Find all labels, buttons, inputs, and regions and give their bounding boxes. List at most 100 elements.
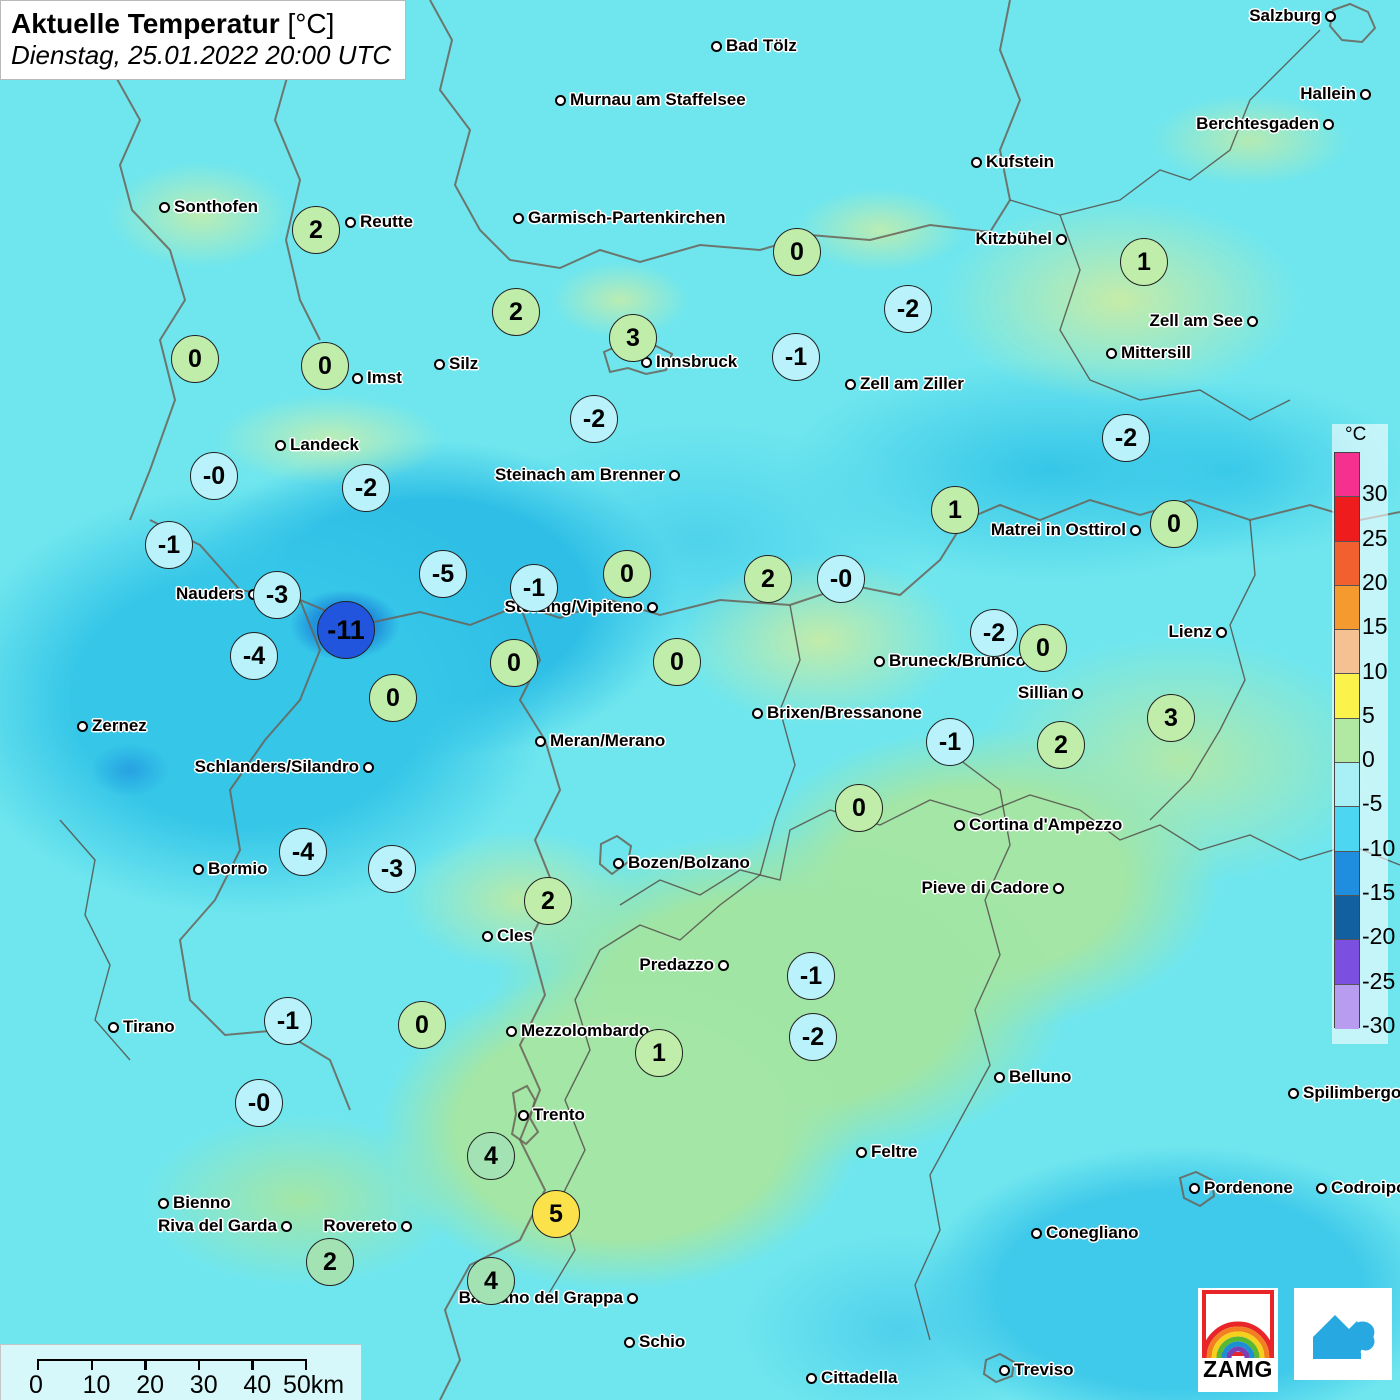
- city-dot-icon: [1031, 1227, 1042, 1239]
- title-timestamp: Dienstag, 25.01.2022 20:00 UTC: [11, 40, 392, 71]
- station-temperature-bubble[interactable]: 1: [635, 1029, 683, 1077]
- station-temperature-bubble[interactable]: -1: [787, 952, 835, 1000]
- station-temperature-bubble[interactable]: 0: [653, 638, 701, 686]
- legend-tick-label: 5: [1362, 701, 1375, 728]
- title-unit: [°C]: [287, 8, 335, 39]
- legend-tick-label: -15: [1362, 879, 1396, 906]
- city-dot-icon: [806, 1372, 817, 1384]
- city-label: Hallein: [1300, 84, 1356, 103]
- station-temperature-bubble[interactable]: 0: [301, 342, 349, 390]
- station-temperature-bubble[interactable]: 0: [369, 674, 417, 722]
- station-temperature-bubble[interactable]: 1: [931, 486, 979, 534]
- city-label: Zell am See: [1149, 311, 1243, 330]
- city-dot-icon: [193, 863, 204, 875]
- city-label: Nauders: [175, 584, 244, 603]
- city-label: Pordenone: [1204, 1178, 1293, 1197]
- city-marker: Berchtesgaden: [1196, 114, 1334, 134]
- city-dot-icon: [1130, 524, 1141, 536]
- scale-tick: [37, 1359, 40, 1370]
- station-temperature-bubble[interactable]: 0: [171, 335, 219, 383]
- station-temperature-bubble[interactable]: 0: [1150, 500, 1198, 548]
- city-label: Mezzolombardo: [521, 1021, 650, 1040]
- station-temperature-bubble[interactable]: 2: [744, 555, 792, 603]
- city-dot-icon: [281, 1220, 292, 1232]
- station-temperature-bubble[interactable]: -2: [1102, 414, 1150, 462]
- city-label: Cles: [497, 926, 533, 945]
- city-dot-icon: [1072, 687, 1083, 699]
- city-marker: Sillian: [1018, 683, 1083, 703]
- station-temperature-bubble[interactable]: -2: [342, 464, 390, 512]
- city-dot-icon: [856, 1146, 867, 1158]
- station-temperature-bubble[interactable]: -2: [789, 1013, 837, 1061]
- city-marker: Mittersill: [1106, 343, 1191, 363]
- city-label: Sonthofen: [174, 197, 259, 216]
- station-temperature-bubble[interactable]: -1: [510, 564, 558, 612]
- city-label: Matrei in Osttirol: [990, 520, 1126, 539]
- station-temperature-bubble[interactable]: -5: [419, 550, 467, 598]
- station-temperature-bubble[interactable]: 0: [603, 550, 651, 598]
- city-dot-icon: [874, 655, 885, 667]
- station-temperature-bubble[interactable]: 0: [490, 639, 538, 687]
- station-temperature-bubble[interactable]: 0: [773, 228, 821, 276]
- city-marker: Salzburg: [1249, 6, 1336, 26]
- city-marker: Codroipo: [1316, 1178, 1400, 1198]
- city-dot-icon: [711, 40, 722, 52]
- city-dot-icon: [1325, 10, 1336, 22]
- legend-tick-label: 10: [1362, 657, 1388, 684]
- station-temperature-bubble[interactable]: 4: [467, 1132, 515, 1180]
- city-dot-icon: [482, 930, 493, 942]
- city-label: Cittadella: [821, 1368, 898, 1387]
- station-temperature-bubble[interactable]: -11: [317, 601, 375, 659]
- station-temperature-bubble[interactable]: 2: [1037, 721, 1085, 769]
- station-temperature-bubble[interactable]: -1: [772, 333, 820, 381]
- city-label: Murnau am Staffelsee: [570, 90, 746, 109]
- station-temperature-bubble[interactable]: -1: [264, 997, 312, 1045]
- legend-color-band: [1335, 497, 1359, 542]
- station-temperature-bubble[interactable]: 5: [532, 1190, 580, 1238]
- station-temperature-bubble[interactable]: -1: [145, 521, 193, 569]
- scale-label: 50km: [283, 1371, 345, 1399]
- station-temperature-bubble[interactable]: -2: [570, 395, 618, 443]
- station-temperature-bubble[interactable]: -0: [817, 555, 865, 603]
- legend-tick-label: 15: [1362, 613, 1388, 640]
- station-temperature-bubble[interactable]: -0: [190, 452, 238, 500]
- city-dot-icon: [1360, 88, 1371, 100]
- city-label: Tirano: [123, 1017, 175, 1036]
- legend-color-band: [1335, 851, 1359, 896]
- station-temperature-bubble[interactable]: -4: [279, 828, 327, 876]
- city-dot-icon: [627, 1292, 638, 1304]
- scale-label: 30: [189, 1371, 218, 1399]
- station-temperature-bubble[interactable]: -2: [884, 285, 932, 333]
- city-label: Zernez: [92, 716, 147, 735]
- station-temperature-bubble[interactable]: 2: [292, 206, 340, 254]
- station-temperature-bubble[interactable]: 1: [1120, 238, 1168, 286]
- station-temperature-bubble[interactable]: 0: [835, 784, 883, 832]
- city-marker: Belluno: [994, 1067, 1071, 1087]
- legend-tick-label: 20: [1362, 568, 1388, 595]
- city-label: Meran/Merano: [550, 731, 666, 750]
- station-temperature-bubble[interactable]: -0: [235, 1079, 283, 1127]
- station-temperature-bubble[interactable]: -2: [970, 609, 1018, 657]
- station-temperature-bubble[interactable]: 3: [609, 314, 657, 362]
- station-temperature-bubble[interactable]: 4: [467, 1257, 515, 1305]
- title-main-text: Aktuelle Temperatur: [11, 8, 280, 39]
- city-marker: Zell am See: [1149, 311, 1258, 331]
- station-temperature-bubble[interactable]: 2: [306, 1238, 354, 1286]
- city-dot-icon: [506, 1025, 517, 1037]
- station-temperature-bubble[interactable]: 2: [492, 288, 540, 336]
- station-temperature-bubble[interactable]: 0: [398, 1001, 446, 1049]
- geosphere-logo: [1294, 1288, 1392, 1380]
- station-temperature-bubble[interactable]: 0: [1019, 624, 1067, 672]
- mountain-cloud-icon: [1313, 1315, 1378, 1359]
- station-temperature-bubble[interactable]: 3: [1147, 694, 1195, 742]
- station-temperature-bubble[interactable]: 2: [524, 877, 572, 925]
- city-marker: Kufstein: [971, 152, 1054, 172]
- city-label: Rovereto: [323, 1216, 397, 1235]
- station-temperature-bubble[interactable]: -4: [230, 632, 278, 680]
- city-label: Feltre: [871, 1142, 918, 1161]
- station-temperature-bubble[interactable]: -3: [368, 845, 416, 893]
- map-title-box: Aktuelle Temperatur [°C] Dienstag, 25.01…: [0, 0, 407, 80]
- station-temperature-bubble[interactable]: -3: [253, 571, 301, 619]
- station-temperature-bubble[interactable]: -1: [926, 718, 974, 766]
